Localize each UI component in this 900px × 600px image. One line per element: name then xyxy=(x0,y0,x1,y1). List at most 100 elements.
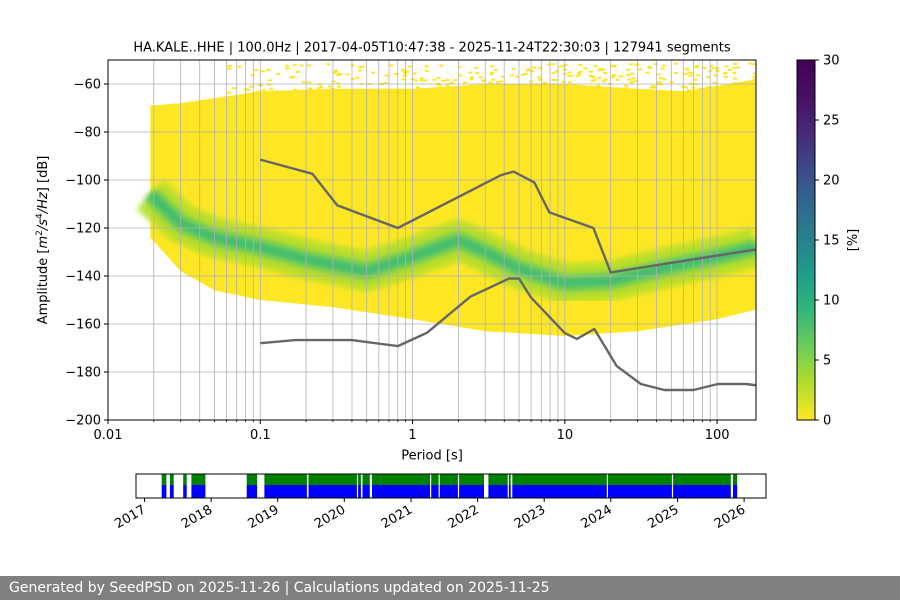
density-cell xyxy=(292,88,297,91)
year-tick-label: 2017 xyxy=(112,502,148,532)
density-cell xyxy=(590,75,595,78)
density-cell xyxy=(402,74,407,77)
colorbar-tick-label: 20 xyxy=(823,174,840,189)
availability-gap xyxy=(671,474,674,498)
density-cell xyxy=(626,74,631,77)
density-cell xyxy=(271,90,276,93)
density-cell xyxy=(629,81,634,84)
density-cell xyxy=(481,79,486,82)
density-cell xyxy=(474,66,479,69)
density-cell xyxy=(328,85,333,88)
density-cell xyxy=(674,72,679,75)
y-tick-label: −200 xyxy=(65,414,101,429)
year-tick-label: 2020 xyxy=(312,502,348,532)
density-cell xyxy=(624,84,629,87)
availability-gap xyxy=(430,474,432,498)
availability-segment-upper xyxy=(733,474,738,485)
density-cell xyxy=(419,77,424,80)
colorbar-tick-label: 15 xyxy=(823,234,840,249)
density-cell xyxy=(291,75,296,78)
density-cell xyxy=(355,76,360,79)
density-cell xyxy=(706,86,710,89)
density-cell xyxy=(445,84,450,87)
x-tick-label: 100 xyxy=(705,428,730,443)
density-cell xyxy=(432,78,437,81)
availability-segment-upper xyxy=(372,474,484,485)
density-cell xyxy=(633,80,638,83)
availability-segment-upper xyxy=(169,474,174,485)
density-cell xyxy=(228,95,233,98)
series-line-nlnm xyxy=(260,277,756,392)
y-label-part-5: s xyxy=(36,219,51,226)
density-cell xyxy=(261,88,266,91)
density-cell xyxy=(684,67,689,70)
density-cell xyxy=(696,74,701,77)
density-cell xyxy=(752,76,756,79)
density-cell xyxy=(463,81,467,84)
density-cell xyxy=(660,67,665,70)
density-cell xyxy=(250,74,255,77)
density-cell xyxy=(601,80,606,83)
availability-segment-data xyxy=(264,485,307,498)
density-cell xyxy=(436,86,441,89)
density-cell xyxy=(330,88,334,91)
density-cell xyxy=(457,65,462,68)
density-cell xyxy=(553,79,558,81)
availability-segment-data xyxy=(512,485,731,498)
density-cell xyxy=(307,81,312,84)
density-cell xyxy=(683,72,688,75)
density-cell xyxy=(350,64,355,67)
density-cell xyxy=(384,74,389,77)
density-cell xyxy=(695,64,700,67)
density-cell xyxy=(424,69,429,72)
density-cell xyxy=(702,67,707,69)
colorbar-tick-label: 25 xyxy=(823,114,840,129)
density-cell xyxy=(370,71,375,74)
density-cell xyxy=(468,71,473,74)
density-cell xyxy=(611,64,616,67)
density-cell xyxy=(733,62,738,65)
density-cell xyxy=(437,84,442,87)
density-cell xyxy=(684,86,688,89)
density-cell xyxy=(266,90,271,93)
density-cell xyxy=(527,68,531,71)
y-label-part-1: Amplitude [ xyxy=(36,249,51,325)
availability-segment-upper xyxy=(488,474,511,485)
density-cell xyxy=(254,69,259,72)
availability-segment-data xyxy=(246,485,258,498)
year-tick-label: 2019 xyxy=(246,502,282,532)
y-label-part-6: 4 xyxy=(35,213,45,219)
density-cell xyxy=(299,64,304,67)
density-cell xyxy=(601,68,606,71)
density-cell xyxy=(319,86,324,89)
y-tick-label: −180 xyxy=(65,366,101,381)
density-cell xyxy=(648,89,653,92)
density-cell xyxy=(626,68,631,71)
density-cell xyxy=(301,81,306,83)
density-cell xyxy=(424,65,429,68)
density-cell xyxy=(603,72,608,74)
y-axis: −200 −180 −160 −140 −120 −100 −80 −60 xyxy=(65,78,108,429)
density-cell xyxy=(307,64,312,67)
density-cell xyxy=(258,84,263,87)
density-cell xyxy=(711,67,716,70)
year-tick-label: 2026 xyxy=(712,502,748,532)
y-label-part-9: ] [dB] xyxy=(36,156,51,193)
density-cell xyxy=(284,64,289,67)
density-cell xyxy=(350,78,355,81)
density-cell xyxy=(401,78,406,81)
availability-segment-data xyxy=(372,485,484,498)
availability-segment-data xyxy=(733,485,738,498)
density-cell xyxy=(567,71,572,74)
density-cell xyxy=(358,66,363,69)
density-cell xyxy=(693,78,698,81)
density-cell xyxy=(566,74,571,77)
density-cell xyxy=(495,81,500,84)
density-cell xyxy=(336,74,341,76)
density-cell xyxy=(267,83,272,86)
density-cell xyxy=(732,82,737,85)
density-cell xyxy=(551,63,556,66)
density-cell xyxy=(453,79,458,82)
density-cell xyxy=(289,76,294,79)
